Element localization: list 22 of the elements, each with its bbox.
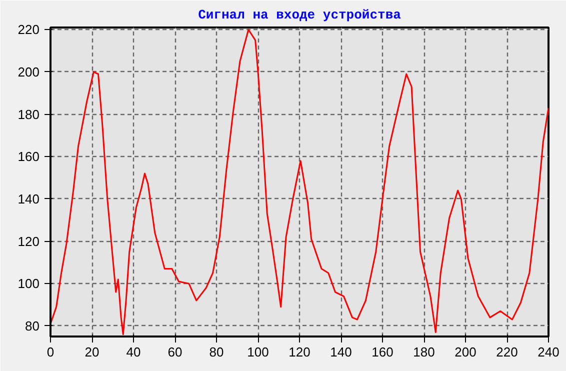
x-tick-label: 80 [209, 344, 224, 360]
x-tick-label: 140 [330, 344, 352, 360]
y-tick-label: 200 [18, 64, 40, 80]
x-tick-label: 120 [288, 344, 310, 360]
chart-title: Сигнал на входе устройства [198, 8, 402, 22]
x-tick-label: 100 [247, 344, 269, 360]
x-tick-label: 160 [372, 344, 394, 360]
y-tick-label: 100 [18, 276, 40, 292]
y-tick-label: 140 [18, 191, 40, 206]
x-tick-label: 40 [126, 344, 141, 360]
x-tick-label: 220 [496, 344, 518, 360]
x-tick-label: 240 [538, 344, 560, 360]
x-tick-label: 180 [413, 344, 435, 360]
x-tick-label: 0 [46, 344, 54, 360]
y-tick-label: 220 [18, 22, 40, 38]
y-tick-label: 80 [25, 318, 40, 334]
y-tick-label: 160 [18, 149, 40, 164]
x-tick-label: 20 [84, 344, 100, 360]
y-tick-label: 180 [18, 106, 40, 122]
y-tick-label: 120 [18, 234, 40, 249]
x-tick-label: 200 [454, 344, 476, 360]
x-tick-label: 60 [168, 344, 182, 360]
